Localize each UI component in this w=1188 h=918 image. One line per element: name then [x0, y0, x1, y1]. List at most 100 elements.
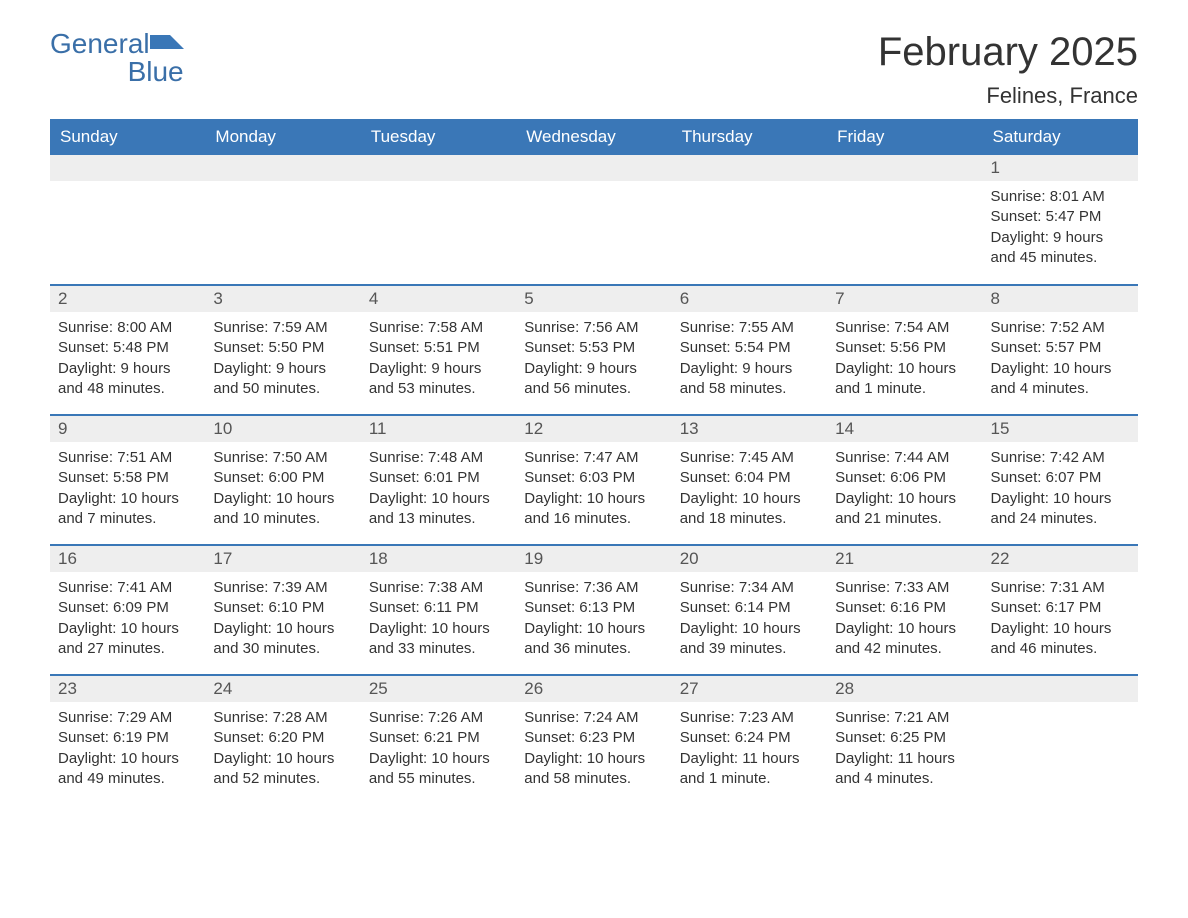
calendar-day-cell: 5Sunrise: 7:56 AMSunset: 5:53 PMDaylight…	[516, 285, 671, 415]
day-number: 20	[672, 546, 827, 572]
day-number: 19	[516, 546, 671, 572]
day-number-empty	[827, 155, 982, 181]
daylight-text: Daylight: 9 hours and 53 minutes.	[369, 359, 508, 400]
logo: General Blue	[50, 30, 184, 86]
sunrise-text: Sunrise: 7:47 AM	[524, 448, 663, 468]
calendar-day-cell	[827, 155, 982, 285]
day-number: 22	[983, 546, 1138, 572]
daylight-text: Daylight: 10 hours and 24 minutes.	[991, 489, 1130, 530]
day-content: Sunrise: 7:58 AMSunset: 5:51 PMDaylight:…	[361, 312, 516, 405]
calendar-day-cell: 25Sunrise: 7:26 AMSunset: 6:21 PMDayligh…	[361, 675, 516, 805]
sunset-text: Sunset: 6:13 PM	[524, 598, 663, 618]
calendar-day-cell	[983, 675, 1138, 805]
sunrise-text: Sunrise: 7:58 AM	[369, 318, 508, 338]
day-number: 13	[672, 416, 827, 442]
day-content: Sunrise: 7:56 AMSunset: 5:53 PMDaylight:…	[516, 312, 671, 405]
day-content: Sunrise: 7:59 AMSunset: 5:50 PMDaylight:…	[205, 312, 360, 405]
sunset-text: Sunset: 6:01 PM	[369, 468, 508, 488]
calendar-day-cell: 3Sunrise: 7:59 AMSunset: 5:50 PMDaylight…	[205, 285, 360, 415]
day-number: 21	[827, 546, 982, 572]
calendar-week-row: 23Sunrise: 7:29 AMSunset: 6:19 PMDayligh…	[50, 675, 1138, 805]
calendar-day-cell: 1Sunrise: 8:01 AMSunset: 5:47 PMDaylight…	[983, 155, 1138, 285]
calendar-day-cell	[50, 155, 205, 285]
day-number: 14	[827, 416, 982, 442]
calendar-week-row: 9Sunrise: 7:51 AMSunset: 5:58 PMDaylight…	[50, 415, 1138, 545]
day-number: 2	[50, 286, 205, 312]
daylight-text: Daylight: 10 hours and 33 minutes.	[369, 619, 508, 660]
day-content: Sunrise: 7:26 AMSunset: 6:21 PMDaylight:…	[361, 702, 516, 795]
day-header: Wednesday	[516, 119, 671, 155]
day-content: Sunrise: 7:52 AMSunset: 5:57 PMDaylight:…	[983, 312, 1138, 405]
sunrise-text: Sunrise: 7:45 AM	[680, 448, 819, 468]
sunset-text: Sunset: 6:11 PM	[369, 598, 508, 618]
day-number: 25	[361, 676, 516, 702]
daylight-text: Daylight: 10 hours and 10 minutes.	[213, 489, 352, 530]
day-content: Sunrise: 7:21 AMSunset: 6:25 PMDaylight:…	[827, 702, 982, 795]
calendar-day-cell	[361, 155, 516, 285]
sunset-text: Sunset: 5:47 PM	[991, 207, 1130, 227]
sunset-text: Sunset: 6:17 PM	[991, 598, 1130, 618]
day-number: 4	[361, 286, 516, 312]
daylight-text: Daylight: 10 hours and 49 minutes.	[58, 749, 197, 790]
month-title: February 2025	[878, 30, 1138, 75]
sunrise-text: Sunrise: 8:00 AM	[58, 318, 197, 338]
calendar-day-cell: 7Sunrise: 7:54 AMSunset: 5:56 PMDaylight…	[827, 285, 982, 415]
day-content: Sunrise: 7:42 AMSunset: 6:07 PMDaylight:…	[983, 442, 1138, 535]
sunrise-text: Sunrise: 7:56 AM	[524, 318, 663, 338]
calendar-day-cell: 21Sunrise: 7:33 AMSunset: 6:16 PMDayligh…	[827, 545, 982, 675]
day-header: Tuesday	[361, 119, 516, 155]
sunset-text: Sunset: 6:20 PM	[213, 728, 352, 748]
day-number: 27	[672, 676, 827, 702]
sunrise-text: Sunrise: 7:44 AM	[835, 448, 974, 468]
daylight-text: Daylight: 10 hours and 30 minutes.	[213, 619, 352, 660]
sunrise-text: Sunrise: 7:51 AM	[58, 448, 197, 468]
daylight-text: Daylight: 10 hours and 1 minute.	[835, 359, 974, 400]
day-content: Sunrise: 7:29 AMSunset: 6:19 PMDaylight:…	[50, 702, 205, 795]
day-content: Sunrise: 7:54 AMSunset: 5:56 PMDaylight:…	[827, 312, 982, 405]
day-content: Sunrise: 8:01 AMSunset: 5:47 PMDaylight:…	[983, 181, 1138, 274]
calendar-week-row: 2Sunrise: 8:00 AMSunset: 5:48 PMDaylight…	[50, 285, 1138, 415]
day-number: 5	[516, 286, 671, 312]
sunset-text: Sunset: 5:58 PM	[58, 468, 197, 488]
day-number-empty	[983, 676, 1138, 702]
daylight-text: Daylight: 10 hours and 27 minutes.	[58, 619, 197, 660]
calendar-body: 1Sunrise: 8:01 AMSunset: 5:47 PMDaylight…	[50, 155, 1138, 805]
sunset-text: Sunset: 5:51 PM	[369, 338, 508, 358]
calendar-day-cell: 17Sunrise: 7:39 AMSunset: 6:10 PMDayligh…	[205, 545, 360, 675]
sunset-text: Sunset: 6:07 PM	[991, 468, 1130, 488]
daylight-text: Daylight: 9 hours and 58 minutes.	[680, 359, 819, 400]
day-header-row: Sunday Monday Tuesday Wednesday Thursday…	[50, 119, 1138, 155]
sunset-text: Sunset: 6:14 PM	[680, 598, 819, 618]
day-content: Sunrise: 7:36 AMSunset: 6:13 PMDaylight:…	[516, 572, 671, 665]
day-number: 24	[205, 676, 360, 702]
day-header: Friday	[827, 119, 982, 155]
day-content: Sunrise: 7:50 AMSunset: 6:00 PMDaylight:…	[205, 442, 360, 535]
sunset-text: Sunset: 6:10 PM	[213, 598, 352, 618]
day-number: 7	[827, 286, 982, 312]
daylight-text: Daylight: 11 hours and 1 minute.	[680, 749, 819, 790]
day-content: Sunrise: 7:39 AMSunset: 6:10 PMDaylight:…	[205, 572, 360, 665]
sunset-text: Sunset: 6:24 PM	[680, 728, 819, 748]
calendar-day-cell: 9Sunrise: 7:51 AMSunset: 5:58 PMDaylight…	[50, 415, 205, 545]
day-content: Sunrise: 7:24 AMSunset: 6:23 PMDaylight:…	[516, 702, 671, 795]
calendar-day-cell: 12Sunrise: 7:47 AMSunset: 6:03 PMDayligh…	[516, 415, 671, 545]
day-number: 6	[672, 286, 827, 312]
calendar-day-cell: 16Sunrise: 7:41 AMSunset: 6:09 PMDayligh…	[50, 545, 205, 675]
day-content: Sunrise: 7:38 AMSunset: 6:11 PMDaylight:…	[361, 572, 516, 665]
calendar-day-cell	[516, 155, 671, 285]
calendar-week-row: 16Sunrise: 7:41 AMSunset: 6:09 PMDayligh…	[50, 545, 1138, 675]
sunset-text: Sunset: 5:56 PM	[835, 338, 974, 358]
calendar-day-cell: 10Sunrise: 7:50 AMSunset: 6:00 PMDayligh…	[205, 415, 360, 545]
sunset-text: Sunset: 6:06 PM	[835, 468, 974, 488]
daylight-text: Daylight: 10 hours and 52 minutes.	[213, 749, 352, 790]
sunset-text: Sunset: 5:57 PM	[991, 338, 1130, 358]
day-header: Saturday	[983, 119, 1138, 155]
day-number: 3	[205, 286, 360, 312]
day-content: Sunrise: 7:23 AMSunset: 6:24 PMDaylight:…	[672, 702, 827, 795]
daylight-text: Daylight: 10 hours and 13 minutes.	[369, 489, 508, 530]
calendar-day-cell: 11Sunrise: 7:48 AMSunset: 6:01 PMDayligh…	[361, 415, 516, 545]
sunrise-text: Sunrise: 7:36 AM	[524, 578, 663, 598]
day-number-empty	[361, 155, 516, 181]
day-number-empty	[50, 155, 205, 181]
daylight-text: Daylight: 10 hours and 36 minutes.	[524, 619, 663, 660]
